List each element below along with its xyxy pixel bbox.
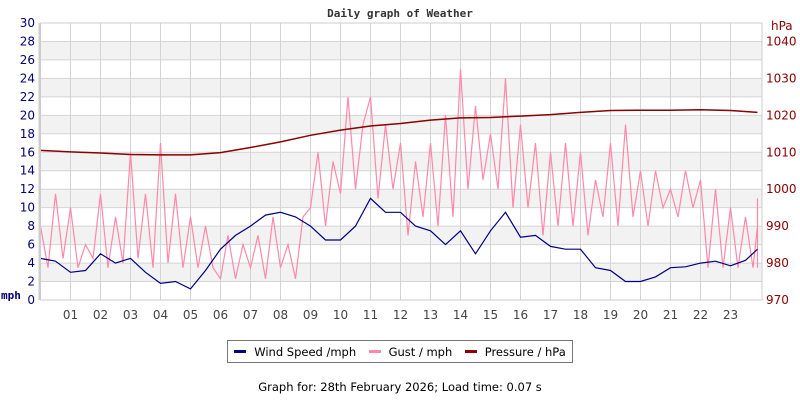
legend-item-wind: Wind Speed /mph — [234, 345, 356, 359]
chart-svg: Daily graph of Weather 01 02 03 04 05 06 07 08 0… — [1, 7, 797, 322]
x-tick-label: 15 — [483, 308, 498, 322]
right-tick-label: 1010 — [766, 145, 797, 159]
left-tick-label: 8 — [27, 219, 35, 233]
x-tick-label: 17 — [543, 308, 558, 322]
grid-band — [40, 263, 762, 282]
left-tick-label: 6 — [27, 238, 35, 252]
x-tick-label: 05 — [183, 308, 198, 322]
x-tick-label: 11 — [363, 308, 378, 322]
left-tick-label: 0 — [27, 293, 35, 307]
x-tick-label: 14 — [453, 308, 468, 322]
grid-band — [40, 189, 762, 208]
grid-band — [40, 41, 762, 60]
right-tick-label: 1040 — [766, 34, 797, 48]
x-tick-label: 20 — [633, 308, 648, 322]
x-tick-label: 19 — [603, 308, 618, 322]
wind-speed-mphline — [40, 197, 758, 290]
left-tick-label: 26 — [20, 53, 35, 67]
right-tick-label: 1020 — [766, 108, 797, 122]
x-tick-label: 08 — [273, 308, 288, 322]
right-tick-label: 1000 — [766, 182, 797, 196]
x-tick-label: 10 — [333, 308, 348, 322]
legend-label: Gust / mph — [388, 344, 453, 359]
grid-band — [40, 115, 762, 134]
x-tick-label: 09 — [303, 308, 318, 322]
left-axis-label: mph — [1, 289, 21, 302]
x-tick-label: 16 — [513, 308, 528, 322]
legend-label: Pressure / hPa — [484, 344, 566, 359]
x-tick-label: 03 — [123, 308, 138, 322]
left-tick-label: 10 — [20, 201, 35, 215]
left-tick-label: 20 — [20, 108, 35, 122]
x-tick-label: 07 — [243, 308, 258, 322]
x-tick-label: 04 — [153, 308, 168, 322]
right-tick-label: 980 — [766, 256, 789, 270]
x-tick-label: 23 — [723, 308, 738, 322]
x-tick-label: 18 — [573, 308, 588, 322]
legend-item-pressure: Pressure / hPa — [464, 344, 566, 359]
gust-swatch — [368, 350, 381, 353]
legend-item-gust: Gust / mph — [368, 344, 453, 359]
footer-text: Graph for: 28th February 2026; Load time… — [258, 380, 542, 394]
left-tick-label: 30 — [20, 16, 35, 30]
gust-mphline — [39, 69, 759, 281]
chart-title: Daily graph of Weather — [327, 7, 473, 20]
left-tick-label: 4 — [27, 256, 35, 270]
left-tick-label: 2 — [27, 275, 35, 289]
x-tick-label: 01 — [63, 308, 78, 322]
wind-swatch — [234, 350, 247, 353]
left-tick-label: 28 — [20, 34, 35, 48]
legend: Wind Speed /mph Gust / mph Pressure / hP… — [227, 340, 573, 363]
legend-label: Wind Speed /mph — [254, 344, 357, 359]
x-tick-label: 21 — [663, 308, 678, 322]
right-tick-label: 970 — [766, 293, 789, 307]
left-tick-label: 12 — [20, 182, 35, 196]
grid-band — [40, 78, 762, 97]
right-tick-label: 990 — [766, 219, 789, 233]
left-tick-label: 18 — [20, 127, 35, 141]
right-axis-label: hPa — [771, 19, 793, 33]
x-tick-label: 12 — [393, 308, 408, 322]
left-tick-label: 14 — [20, 164, 35, 178]
x-tick-label: 13 — [423, 308, 438, 322]
left-tick-label: 22 — [20, 90, 35, 104]
pressure-hpaline — [40, 109, 758, 156]
left-tick-label: 16 — [20, 145, 35, 159]
left-tick-label: 24 — [20, 71, 35, 85]
pressure-swatch — [464, 350, 477, 353]
right-tick-label: 1030 — [766, 71, 797, 85]
x-tick-label: 22 — [693, 308, 708, 322]
x-tick-label: 06 — [213, 308, 228, 322]
x-tick-label: 02 — [93, 308, 108, 322]
